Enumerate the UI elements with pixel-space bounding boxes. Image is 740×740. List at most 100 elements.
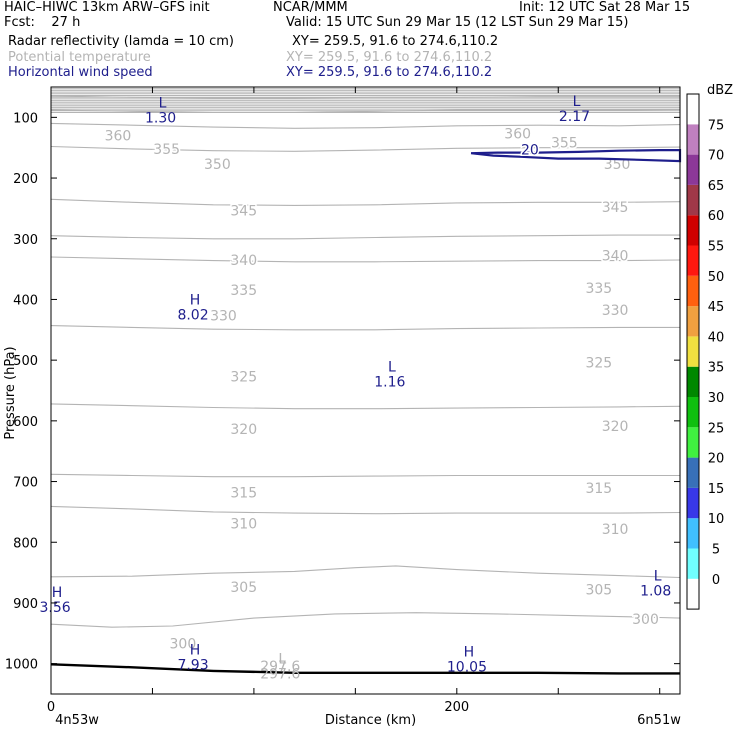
isentrope-label: 350 [204, 157, 231, 173]
extremum-value: 1.16 [374, 375, 405, 391]
isentrope-350 [50, 122, 681, 129]
colorbar-level-label: 45 [708, 300, 725, 315]
colorbar-swatch [687, 397, 699, 428]
colorbar-frame [686, 93, 700, 610]
extremum-value: 297.6 [260, 667, 300, 683]
low-marker: L [159, 96, 167, 112]
y-tick-label: 500 [13, 354, 38, 369]
field-name-wind-speed: Horizontal wind speed [8, 65, 153, 80]
colorbar-level-label: 0 [712, 573, 720, 588]
colorbar-swatch [687, 275, 699, 307]
colorbar-level-label: 65 [708, 179, 725, 194]
colorbar-level-label: 70 [708, 149, 725, 164]
plot-frame [50, 86, 681, 695]
isentrope-345 [50, 145, 681, 152]
colorbar-level-label: 25 [708, 421, 725, 436]
y-tick-label: 600 [13, 415, 38, 430]
wind-contour-label: 20 [521, 142, 539, 158]
low-marker: L [388, 360, 396, 376]
isentrope-310 [50, 505, 681, 515]
isentrope-label: 340 [230, 253, 257, 269]
isentrope-325 [50, 325, 680, 331]
extremum-value: 2.17 [559, 109, 590, 125]
isentrope-label: 310 [230, 516, 257, 532]
isentrope-330 [50, 256, 681, 263]
header-title: HAIC–HIWC 13km ARW–GFS init [4, 0, 210, 15]
y-tick-label: 800 [13, 536, 38, 551]
colorbar-swatch [687, 487, 699, 519]
field-name-potential-temperature: Potential temperature [8, 50, 151, 65]
isentrope-315 [50, 473, 680, 478]
colorbar-swatch [687, 124, 699, 155]
x-start-label: 4n53w [55, 713, 99, 728]
isentrope-label: 315 [585, 481, 612, 497]
isentrope-label: 330 [210, 309, 237, 325]
colorbar-swatch [687, 578, 699, 610]
field-xy-wind-speed: XY= 259.5, 91.6 to 274.6,110.2 [286, 65, 493, 80]
colorbar-swatch [687, 306, 699, 337]
extremum-value: 3.56 [39, 600, 70, 616]
x-axis-title: Distance (km) [325, 713, 416, 728]
extremum-value: 8.02 [177, 307, 208, 323]
colorbar-level-label: 75 [708, 118, 725, 133]
colorbar-swatch [687, 548, 699, 579]
low-marker: L [654, 568, 662, 584]
y-tick-label: 700 [13, 476, 38, 491]
isentrope-label: 355 [153, 142, 180, 158]
colorbar-level-label: 55 [708, 240, 725, 255]
colorbar-swatch [687, 184, 699, 216]
isentrope-label: 320 [602, 419, 629, 435]
colorbar-swatch [687, 154, 699, 185]
isentrope-340 [50, 198, 681, 206]
isentrope-335 [50, 234, 680, 240]
field-xy-reflectivity: XY= 259.5, 91.6 to 274.6,110.2 [292, 34, 499, 49]
colorbar-unit: dBZ [707, 83, 733, 98]
isentrope-label: 345 [230, 204, 257, 220]
colorbar-level-label: 60 [708, 209, 725, 224]
header-init: Init: 12 UTC Sat 28 Mar 15 [519, 0, 691, 15]
colorbar-level-label: 10 [708, 512, 725, 527]
high-marker: H [190, 643, 201, 659]
colorbar-level-label: 30 [708, 391, 725, 406]
high-marker: H [190, 292, 201, 308]
colorbar-level-label: 50 [708, 270, 725, 285]
isentrope-label: 335 [585, 281, 612, 297]
colorbar-level-label: 40 [708, 330, 725, 345]
isentrope-label: 355 [551, 136, 578, 152]
header-forecast: Fcst: 27 h [4, 15, 81, 30]
isentrope-360 [50, 95, 680, 99]
colorbar-swatch [687, 215, 699, 246]
colorbar-swatch [687, 518, 699, 549]
y-tick-label: 1000 [5, 658, 38, 673]
isentrope-320 [50, 403, 681, 410]
colorbar-level-label: 20 [708, 452, 725, 467]
isentrope-label: 345 [602, 200, 629, 216]
isentrope-label: 310 [602, 522, 629, 538]
header-valid: Valid: 15 UTC Sun 29 Mar 15 (12 LST Sun … [286, 15, 629, 30]
field-name-reflectivity: Radar reflectivity (lamda = 10 cm) [8, 34, 234, 49]
isentrope-label: 300 [632, 612, 659, 628]
y-tick-label: 900 [13, 597, 38, 612]
isentrope-305 [50, 565, 681, 579]
colorbar-swatch [687, 366, 699, 397]
y-tick-label: 300 [13, 233, 38, 248]
y-tick-label: 100 [13, 111, 38, 126]
high-marker: H [464, 644, 475, 660]
extremum-value: 1.30 [145, 111, 176, 127]
isentrope-label: 320 [230, 422, 257, 438]
low-marker: L [573, 94, 581, 110]
y-axis-title: Pressure (hPa) [3, 346, 18, 439]
field-xy-potential-temperature: XY= 259.5, 91.6 to 274.6,110.2 [286, 50, 493, 65]
x-end-label: 6n51w [637, 713, 681, 728]
colorbar-swatch [687, 336, 699, 367]
isentrope-label: 315 [230, 485, 257, 501]
low-marker: L [278, 652, 286, 668]
wind-contour-20 [470, 149, 682, 163]
isentrope-label: 340 [602, 249, 629, 265]
isentrope-label: 325 [230, 369, 257, 385]
colorbar-swatch [687, 245, 699, 276]
colorbar-swatch [687, 427, 699, 458]
extremum-value: 1.08 [640, 583, 671, 599]
x-tick-label: 0 [47, 700, 55, 715]
